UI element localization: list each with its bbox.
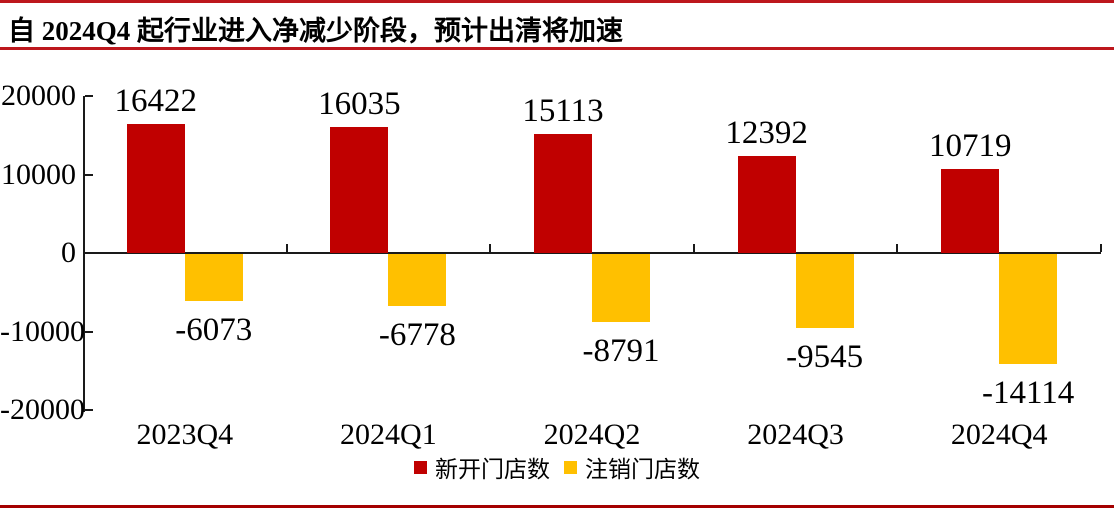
x-axis-tick: [285, 244, 288, 252]
bar-value-label: 10719: [928, 127, 1012, 164]
y-axis-tick: [85, 409, 93, 411]
legend-swatch-icon: [414, 460, 427, 474]
y-axis-line: [83, 96, 85, 412]
x-axis-line: [83, 252, 1101, 254]
bar-new-stores: [737, 155, 796, 253]
bar-closed-stores: [795, 254, 854, 328]
y-axis-tick-label: -20000: [0, 393, 85, 426]
legend-label: 新开门店数: [435, 457, 550, 482]
y-axis-tick: [85, 95, 93, 97]
x-axis-tick: [896, 244, 899, 252]
y-axis-tick-label: -10000: [0, 314, 85, 348]
bar-closed-stores: [184, 254, 243, 301]
legend-swatch-icon: [564, 460, 577, 474]
x-axis-tick: [692, 244, 695, 252]
bar-value-label: 16035: [318, 86, 401, 123]
chart-title: 自 2024Q4 起行业进入净减少阶段，预计出清将加速: [8, 16, 624, 46]
bar-value-label: -6073: [175, 311, 253, 348]
bar-closed-stores: [999, 254, 1058, 364]
bar-value-label: 12392: [725, 114, 808, 151]
x-axis-category-label: 2024Q3: [747, 418, 844, 451]
x-axis-category-label: 2024Q2: [543, 418, 641, 451]
y-axis-tick: [85, 173, 93, 176]
chart-legend: 新开门店数 注销门店数: [0, 451, 1114, 483]
x-axis-tick: [1100, 244, 1102, 252]
top-rule: [0, 0, 1114, 3]
legend-label: 注销门店数: [585, 457, 700, 482]
x-axis-category-label: 2023Q4: [136, 418, 234, 451]
bar-value-label: 15113: [522, 93, 604, 130]
x-axis-tick: [489, 244, 492, 252]
bar-value-label: 16422: [114, 83, 198, 120]
y-axis-tick: [85, 252, 93, 254]
bar-closed-stores: [388, 254, 447, 307]
bar-new-stores: [126, 124, 185, 253]
bar-value-label: -14114: [982, 374, 1075, 411]
bar-new-stores: [941, 168, 1000, 253]
title-rule: [0, 47, 1114, 50]
bar-value-label: -8791: [582, 333, 660, 369]
y-axis-tick-label: 20000: [1, 79, 76, 112]
bar-new-stores: [330, 127, 389, 253]
bottom-rule: [0, 505, 1114, 508]
x-axis-category-label: 2024Q4: [950, 418, 1048, 451]
bar-value-label: -6778: [378, 317, 456, 354]
bar-closed-stores: [592, 254, 650, 322]
y-axis-tick-label: 0: [61, 236, 76, 269]
y-axis-tick: [85, 330, 93, 333]
x-axis-category-label: 2024Q1: [340, 418, 437, 451]
legend-item: 注销门店数: [564, 450, 700, 484]
legend-item: 新开门店数: [414, 450, 550, 484]
y-axis-tick-label: 10000: [1, 157, 76, 191]
bar-value-label: -9545: [786, 338, 864, 375]
bar-new-stores: [534, 134, 592, 253]
